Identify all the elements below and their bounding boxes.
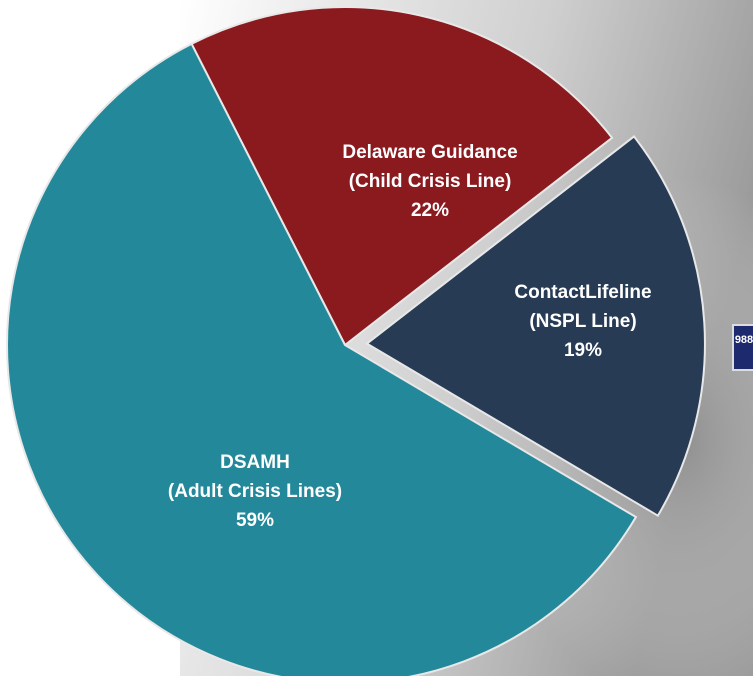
pie-slice	[365, 135, 706, 518]
slice-description: (NSPL Line)	[529, 311, 636, 332]
slice-label: ContactLifeline	[514, 282, 651, 303]
slice-value: 59%	[236, 510, 274, 531]
slice-label: DSAMH	[220, 452, 290, 473]
slice-value: 19%	[564, 340, 602, 361]
logo-text: 988	[735, 334, 753, 346]
pie: Delaware Guidance (Child Crisis Line) 22% C…	[6, 6, 706, 676]
slice-description: (Adult Crisis Lines)	[168, 481, 342, 502]
slice-description: (Child Crisis Line)	[349, 171, 512, 192]
pie-slice	[190, 6, 614, 347]
pie-slice	[6, 42, 638, 676]
slice-label: Delaware Guidance	[342, 142, 517, 163]
logo-box	[732, 324, 753, 371]
slice-value: 22%	[411, 200, 449, 221]
logo: 988	[732, 324, 753, 371]
